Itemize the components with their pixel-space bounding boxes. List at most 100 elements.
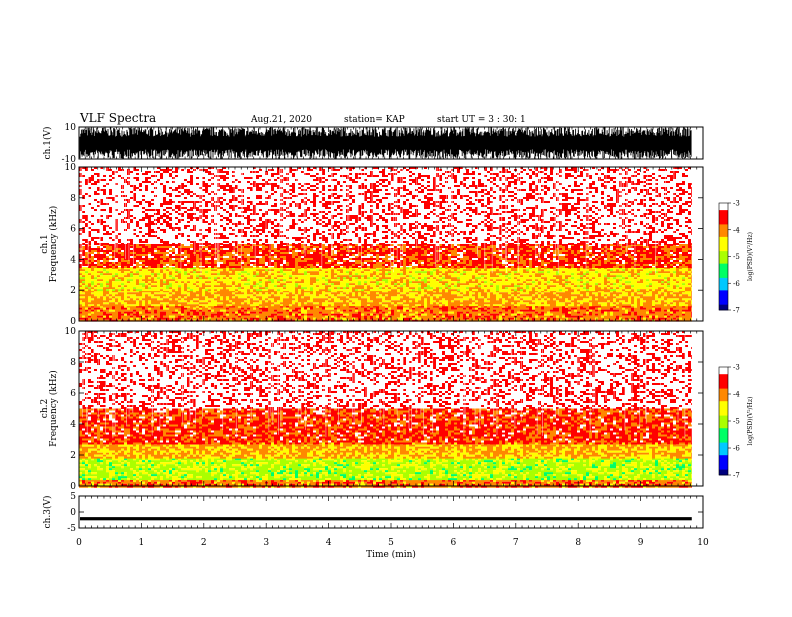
colorbar-step: [719, 426, 728, 429]
x-tick-label: 9: [638, 538, 644, 548]
colorbar-step: [719, 301, 728, 304]
colorbar-step: [719, 439, 728, 442]
colorbar-step: [719, 392, 728, 395]
ch3-waveform-trace: [80, 517, 692, 521]
y-tick-label: -10: [62, 155, 77, 165]
x-tick-label: 10: [697, 538, 709, 548]
x-tick-label: 8: [575, 538, 581, 548]
colorbar-step: [719, 227, 728, 231]
colorbar-step: [719, 213, 728, 216]
colorbar-step: [719, 471, 728, 474]
x-tick-label: 4: [326, 538, 332, 548]
colorbar-label: log(PSD)(V²/Hz): [747, 232, 754, 281]
colorbar-step: [719, 236, 728, 240]
y-tick-label: 5: [70, 492, 76, 502]
colorbar-step: [719, 448, 728, 451]
y-tick-label: 2: [70, 286, 76, 296]
ch1-waveform-panel: 10 -10 ch.1(V): [42, 123, 704, 165]
y-tick-label: 0: [70, 317, 76, 327]
y-axis-label: ch.3(V): [42, 496, 53, 529]
colorbar-step: [719, 467, 728, 470]
colorbar-step: [719, 285, 728, 288]
colorbar-step: [719, 252, 728, 256]
colorbar-step: [719, 412, 728, 415]
colorbar-step: [719, 462, 728, 465]
colorbar-step: [719, 308, 728, 311]
colorbar-tick-label: -7: [733, 307, 740, 315]
colorbar-step: [719, 279, 728, 282]
colorbar-step: [719, 383, 728, 386]
colorbar-step: [719, 399, 728, 402]
colorbar-step: [719, 233, 728, 236]
spectrogram-cells: [79, 458, 691, 481]
ch2-spectrogram-panel: 0 2 4 6 8 10 ch.2 Frequency (kHz): [40, 327, 704, 492]
colorbar-step: [719, 473, 728, 476]
colorbar-step: [719, 469, 728, 472]
colorbar-step: [719, 274, 728, 277]
time-axis: 0 1 2 3 4 5 6 7 8 9 10: [76, 538, 709, 548]
colorbar-tick-label: -7: [733, 472, 740, 480]
colorbar-step: [719, 377, 728, 380]
y-axis-label: ch.1(V): [42, 127, 53, 160]
colorbar-step: [719, 433, 728, 436]
date-label: Aug.21, 2020: [250, 115, 312, 125]
y-tick-label: 10: [65, 163, 77, 173]
ch3-waveform-panel: 5 0 -5 ch.3(V): [42, 492, 704, 534]
colorbar-step: [719, 379, 728, 382]
colorbar-step: [719, 408, 728, 411]
colorbar-step: [719, 421, 728, 424]
colorbar-step: [719, 281, 728, 284]
colorbar-step: [719, 428, 728, 431]
colorbar-step: [719, 267, 728, 270]
colorbar-step: [719, 270, 728, 273]
colorbar-step: [719, 367, 728, 370]
colorbar-step: [719, 435, 728, 438]
spectrogram-cells: [79, 458, 692, 481]
spectrogram-cells: [79, 167, 692, 245]
x-tick-label: 2: [201, 538, 207, 548]
x-tick-label: 3: [263, 538, 269, 548]
colorbar-step: [719, 217, 728, 220]
colorbar-tick-label: -4: [733, 391, 740, 399]
colorbar-step: [719, 453, 728, 456]
colorbar-step: [719, 304, 728, 307]
colorbar-tick-label: -4: [733, 226, 740, 234]
ch1-spectrogram-panel: 0 2 4 6 8 10 ch.1 Frequency (kHz): [40, 163, 704, 327]
colorbar-step: [719, 415, 728, 418]
colorbar-step: [719, 208, 728, 211]
spectrogram-cells: [82, 305, 692, 322]
colorbar-step: [719, 299, 728, 302]
x-tick-label: 5: [388, 538, 394, 548]
colorbar-step: [719, 368, 728, 371]
colorbar-step: [719, 292, 728, 295]
colorbar-step: [719, 440, 728, 443]
spectrogram-cells: [79, 267, 685, 292]
colorbar-step: [719, 422, 728, 425]
colorbar-step: [719, 249, 728, 252]
colorbar-tick-label: -5: [733, 418, 740, 426]
colorbar-tick-label: -6: [733, 445, 740, 453]
colorbar-step: [719, 231, 728, 234]
start-time-label: start UT = 3 : 30: 1: [437, 115, 526, 125]
colorbar-step: [719, 226, 728, 229]
y-axis-label: ch.1: [40, 234, 50, 253]
colorbar-step: [719, 240, 728, 243]
spectrogram-streaks: [80, 167, 675, 275]
colorbar-step: [719, 215, 728, 218]
y-tick-label: 6: [70, 225, 76, 235]
colorbar-step: [719, 293, 728, 297]
y-tick-label: 2: [70, 451, 76, 461]
colorbar-step: [719, 222, 728, 225]
colorbar-step: [719, 376, 728, 379]
y-axis-label: ch.2: [40, 399, 50, 418]
colorbar-step: [719, 388, 728, 391]
colorbar-step: [719, 206, 728, 209]
y-tick-label: 10: [65, 327, 77, 337]
colorbar-step: [719, 220, 728, 224]
colorbar-step: [719, 413, 728, 416]
colorbar-tick-label: -3: [733, 200, 740, 208]
colorbar-step: [719, 466, 728, 469]
x-tick-label: 7: [513, 538, 519, 548]
colorbar-step: [719, 306, 728, 309]
colorbar-step: [719, 431, 728, 434]
